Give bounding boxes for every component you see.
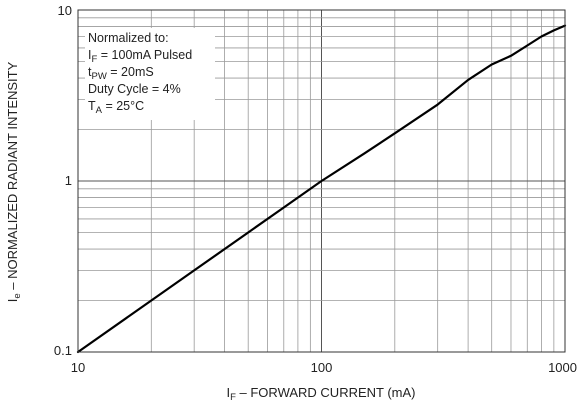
y-tick-label: 1 [65,173,72,188]
x-axis-label-subscript: F [230,392,236,403]
y-tick-label: 0.1 [54,343,72,358]
radiant-intensity-curve [76,24,567,354]
y-axis-label-rest: – NORMALIZED RADIANT INTENSITY [5,61,20,293]
annotation-line-3: tPW = 20mS [88,65,154,82]
annotation-line-2: IF = 100mA Pulsed [88,48,192,65]
plot-frame [77,9,566,353]
y-axis-label-subscript: e [12,293,23,298]
x-tick-label: 100 [311,360,333,375]
x-tick-label: 1000 [548,360,577,375]
annotation-line-4: Duty Cycle = 4% [88,82,181,96]
annotation-line-1: Normalized to: [88,31,169,45]
y-tick-label: 10 [58,3,72,18]
y-axis-label: Ie – NORMALIZED RADIANT INTENSITY [5,61,23,302]
y-axis-label-main: I [5,299,20,303]
x-axis-label: IF – FORWARD CURRENT (mA) [226,385,415,403]
x-tick-label: 10 [71,360,85,375]
x-axis-label-rest: – FORWARD CURRENT (mA) [236,385,416,400]
conditions-annotation: Normalized to: IF = 100mA Pulsed tPW = 2… [85,28,215,120]
x-axis-label-main: I [226,385,230,400]
annotation-line-5: TA = 25°C [88,99,144,116]
annotation-background [85,28,215,120]
